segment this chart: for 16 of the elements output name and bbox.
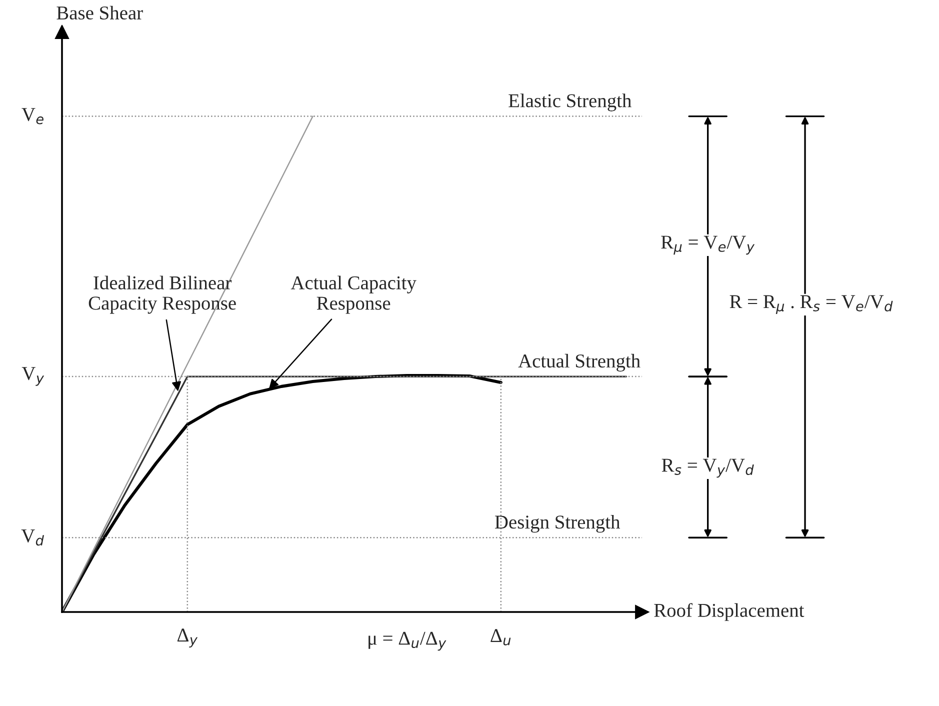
text: Elastic Strength — [508, 94, 632, 112]
x-tick-label: Δ$_{y}$ — [177, 628, 198, 648]
ref-line-label: V$_{y}$ — [22, 367, 44, 386]
annotation: Idealized Bilinear Capacity Response — [88, 276, 236, 314]
x-axis-title: Roof Displacement — [654, 603, 804, 621]
x-tick-label: Δ$_{u}$ — [490, 629, 511, 646]
text: Base Shear — [56, 6, 143, 20]
text: R$_{s}$ = V$_{y}$/V$_{d}$ — [662, 458, 754, 478]
text: R$_{μ}$ = V$_{e}$/V$_{y}$ — [661, 236, 755, 255]
text: μ = Δ$_{u}$/Δ$_{y}$ — [368, 632, 446, 651]
annotation: Design Strength — [494, 514, 620, 533]
text: R = R$_{μ}$ . R$_{s}$ = V$_{e}$/V$_{d}$ — [730, 295, 893, 314]
annotation: Actual Capacity Response — [290, 276, 416, 314]
annotation: Actual Strength — [518, 354, 640, 372]
ref-line-label: V$_{e}$ — [22, 108, 44, 124]
ref-line-label: V$_{d}$ — [21, 529, 44, 546]
